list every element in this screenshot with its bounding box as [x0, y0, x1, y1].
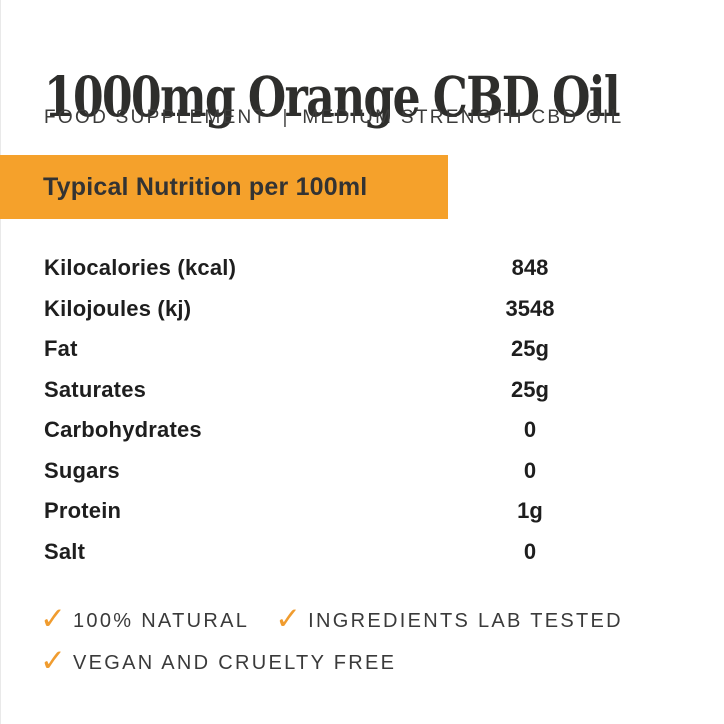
table-row: Salt 0 [0, 532, 724, 573]
nutrition-banner-title: Typical Nutrition per 100ml [43, 172, 368, 201]
table-row: Protein 1g [0, 491, 724, 532]
checkmark-icon: ✓ [275, 601, 302, 637]
table-row: Carbohydrates 0 [0, 410, 724, 451]
feature-badge: ✓ VEGAN AND CRUELTY FREE [40, 643, 397, 679]
row-value: 848 [511, 255, 549, 281]
table-row: Saturates 25g [0, 370, 724, 411]
badge-row: ✓ 100% NATURAL ✓ INGREDIENTS LAB TESTED [40, 603, 623, 640]
subtitle-separator: | [282, 107, 288, 128]
row-value: 3548 [505, 295, 555, 321]
checkmark-icon: ✓ [40, 601, 66, 637]
row-label: Protein [44, 498, 122, 524]
row-value: 0 [523, 538, 537, 564]
table-row: Fat 25g [0, 329, 724, 370]
checkmark-icon: ✓ [40, 643, 66, 679]
row-label: Carbohydrates [44, 417, 202, 443]
row-label: Kilojoules (kj) [44, 295, 192, 321]
row-label: Kilocalories (kcal) [44, 255, 237, 281]
row-label: Salt [44, 538, 86, 564]
nutrition-banner: Typical Nutrition per 100ml [0, 155, 448, 219]
nutrition-table: Kilocalories (kcal) 848 Kilojoules (kj) … [0, 248, 724, 572]
row-label: Fat [44, 336, 78, 362]
product-subtitle: FOOD SUPPLEMENT | MEDIUM STRENGTH CBD OI… [44, 107, 623, 129]
row-value: 1g [517, 498, 543, 524]
row-value: 25g [511, 376, 549, 402]
feature-badge-label: 100% NATURAL [72, 610, 250, 632]
feature-badges: ✓ 100% NATURAL ✓ INGREDIENTS LAB TESTED … [40, 603, 623, 682]
row-label: Sugars [44, 457, 120, 483]
table-row: Kilocalories (kcal) 848 [0, 248, 724, 289]
feature-badge-label: VEGAN AND CRUELTY FREE [72, 652, 397, 674]
table-row: Kilojoules (kj) 3548 [0, 289, 724, 330]
feature-badge: ✓ INGREDIENTS LAB TESTED [275, 601, 623, 637]
row-value: 0 [523, 457, 537, 483]
product-title: 1000mg Orange CBD Oil [44, 63, 621, 129]
table-row: Sugars 0 [0, 451, 724, 492]
subtitle-left: FOOD SUPPLEMENT [44, 107, 268, 128]
subtitle-right: MEDIUM STRENGTH CBD OIL [302, 107, 624, 128]
feature-badge: ✓ 100% NATURAL [40, 601, 250, 637]
row-value: 25g [511, 336, 549, 362]
badge-row: ✓ VEGAN AND CRUELTY FREE [40, 645, 623, 682]
feature-badge-label: INGREDIENTS LAB TESTED [308, 610, 623, 632]
row-label: Saturates [44, 376, 147, 402]
row-value: 0 [523, 417, 537, 443]
